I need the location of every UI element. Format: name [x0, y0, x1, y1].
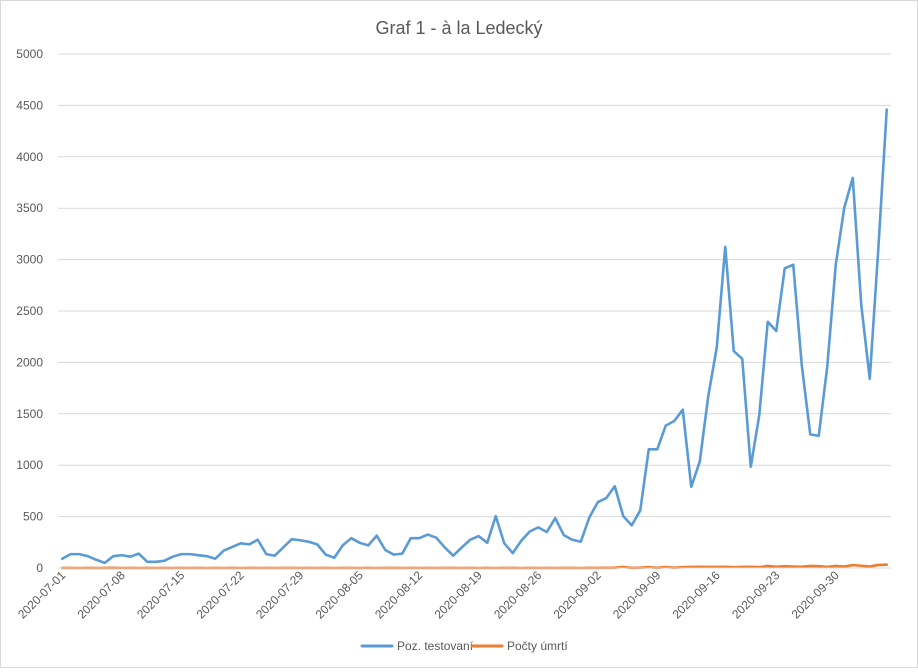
y-tick-label-1: 500: [23, 510, 43, 524]
y-tick-label-5: 2500: [16, 304, 43, 318]
y-tick-label-4: 2000: [16, 355, 43, 369]
x-tick-label-1: 2020-07-08: [75, 568, 129, 622]
x-tick-label-7: 2020-08-19: [432, 568, 486, 622]
y-tick-label-8: 4000: [16, 150, 43, 164]
series-line-0: [60, 108, 889, 565]
legend-item-0: Poz. testovaní: [360, 639, 474, 653]
x-axis-tick-labels: 2020-07-01 2020-07-08 2020-07-15 2020-07-22…: [15, 568, 842, 622]
legend-label-0: Poz. testovaní: [397, 639, 474, 653]
gridlines: [58, 53, 891, 518]
x-tick-label-11: 2020-09-16: [670, 568, 724, 622]
legend: Poz. testovaní Počty úmrtí: [360, 639, 568, 653]
legend-item-1: Počty úmrtí: [470, 639, 568, 653]
x-tick-label-4: 2020-07-29: [253, 568, 307, 622]
y-tick-label-7: 3500: [16, 201, 43, 215]
series-layer: [60, 108, 889, 570]
y-axis-tick-labels: 0 500 1000 1500 2000 2500 3000 3500 4000 4500 5000: [16, 47, 43, 575]
x-tick-label-8: 2020-08-26: [491, 568, 545, 622]
chart-title: Graf 1 - à la Ledecký: [375, 18, 542, 38]
series-0: [60, 108, 889, 565]
x-tick-label-6: 2020-08-12: [372, 568, 426, 622]
y-tick-label-2: 1000: [16, 458, 43, 472]
x-tick-label-12: 2020-09-23: [729, 568, 783, 622]
x-tick-label-0: 2020-07-01: [15, 568, 69, 622]
y-tick-label-0: 0: [36, 561, 43, 575]
x-tick-label-9: 2020-09-02: [551, 568, 605, 622]
x-tick-label-2: 2020-07-15: [134, 568, 188, 622]
x-tick-label-10: 2020-09-09: [610, 568, 664, 622]
x-tick-label-5: 2020-08-05: [313, 568, 367, 622]
legend-label-1: Počty úmrtí: [507, 639, 568, 653]
y-tick-label-6: 3000: [16, 253, 43, 267]
y-tick-label-10: 5000: [16, 47, 43, 61]
y-tick-label-3: 1500: [16, 407, 43, 421]
x-tick-label-13: 2020-09-30: [789, 568, 843, 622]
x-tick-label-3: 2020-07-22: [194, 568, 248, 622]
y-tick-label-9: 4500: [16, 98, 43, 112]
